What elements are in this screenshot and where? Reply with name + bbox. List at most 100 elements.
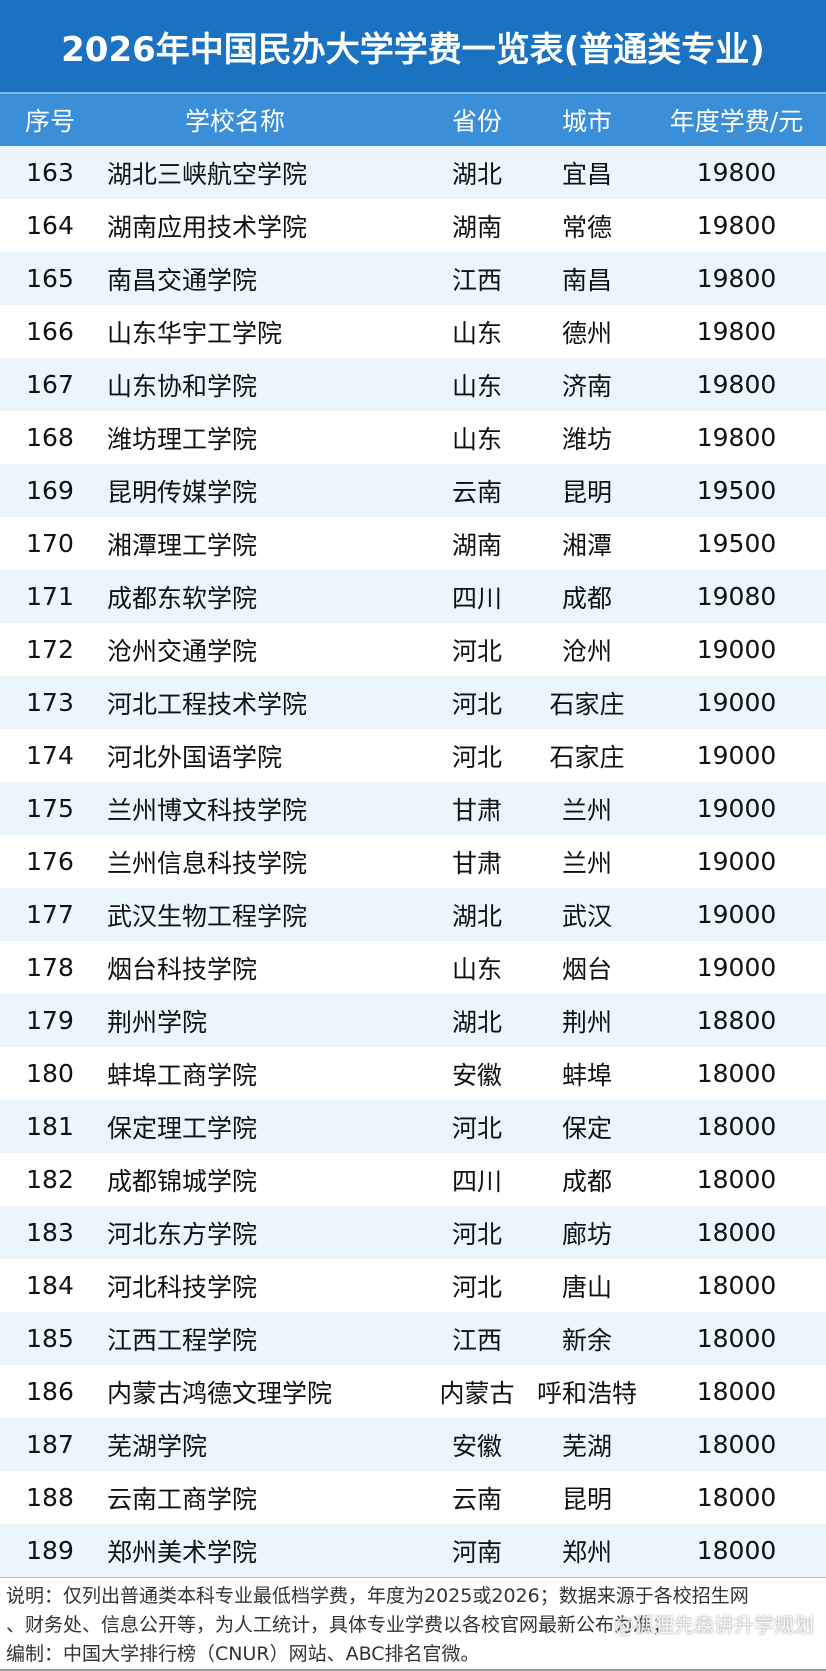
cell-city: 郑州 [561, 1537, 612, 1567]
cell-city: 济南 [561, 371, 612, 401]
footnote-line: 、财务处、信息公开等，为人工统计，具体专业学费以各校官网最新公布为准； [6, 1614, 672, 1636]
cell-city: 保定 [561, 1113, 612, 1143]
cell-province: 安徽 [451, 1060, 502, 1090]
cell-city: 兰州 [561, 795, 612, 825]
table-row: 176 兰州信息科技学院 甘肃 兰州 19000 [0, 835, 826, 888]
cell-school: 蚌埠工商学院 [107, 1060, 258, 1090]
cell-school: 河北科技学院 [107, 1272, 258, 1302]
cell-province: 安徽 [451, 1431, 502, 1461]
footnote-line: 说明：仅列出普通类本科专业最低档学费，年度为2025或2026；数据来源于各校招… [6, 1585, 749, 1607]
cell-fee: 18000 [696, 1483, 777, 1512]
cell-fee: 19000 [696, 635, 777, 664]
cell-city: 成都 [561, 583, 612, 613]
cell-fee: 19000 [696, 741, 777, 770]
cell-school: 湖南应用技术学院 [107, 212, 308, 242]
cell-school: 烟台科技学院 [107, 954, 258, 984]
table-row: 168 潍坊理工学院 山东 潍坊 19800 [0, 411, 826, 464]
cell-index: 186 [26, 1377, 74, 1406]
table-row: 172 沧州交通学院 河北 沧州 19000 [0, 623, 826, 676]
cell-city: 昆明 [561, 1484, 612, 1514]
cell-school: 山东协和学院 [107, 371, 258, 401]
header-index: 序号 [24, 107, 75, 136]
table-row: 166 山东华宇工学院 山东 德州 19800 [0, 305, 826, 358]
cell-index: 183 [26, 1218, 74, 1247]
cell-province: 江西 [451, 265, 502, 295]
table-row: 173 河北工程技术学院 河北 石家庄 19000 [0, 676, 826, 729]
cell-school: 昆明传媒学院 [107, 477, 258, 507]
cell-school: 武汉生物工程学院 [107, 901, 308, 931]
table-row: 178 烟台科技学院 山东 烟台 19000 [0, 941, 826, 994]
cell-city: 德州 [561, 318, 612, 348]
cell-city: 芜湖 [561, 1431, 612, 1461]
cell-province: 河北 [451, 742, 502, 772]
table-row: 181 保定理工学院 河北 保定 18000 [0, 1100, 826, 1153]
cell-school: 成都东软学院 [107, 583, 258, 613]
cell-province: 湖北 [451, 1007, 502, 1037]
cell-fee: 19000 [696, 847, 777, 876]
cell-index: 166 [26, 317, 74, 346]
cell-fee: 19000 [696, 953, 777, 982]
cell-province: 江西 [451, 1325, 502, 1355]
cell-city: 湘潭 [561, 530, 612, 560]
header-fee: 年度学费/元 [669, 107, 804, 136]
cell-index: 170 [26, 529, 74, 558]
cell-index: 171 [26, 582, 74, 611]
cell-school: 成都锦城学院 [107, 1166, 258, 1196]
cell-province: 山东 [451, 954, 502, 984]
cell-school: 保定理工学院 [107, 1113, 258, 1143]
cell-province: 山东 [451, 371, 502, 401]
table-row: 164 湖南应用技术学院 湖南 常德 19800 [0, 199, 826, 252]
table-row: 169 昆明传媒学院 云南 昆明 19500 [0, 464, 826, 517]
cell-fee: 19800 [696, 211, 777, 240]
table-row: 179 荆州学院 湖北 荆州 18800 [0, 994, 826, 1047]
cell-city: 荆州 [561, 1007, 612, 1037]
cell-fee: 18000 [696, 1059, 777, 1088]
cell-index: 187 [26, 1430, 74, 1459]
cell-fee: 19000 [696, 900, 777, 929]
cell-city: 常德 [561, 212, 612, 242]
cell-index: 176 [26, 847, 74, 876]
cell-province: 湖北 [451, 159, 502, 189]
cell-school: 云南工商学院 [107, 1484, 258, 1514]
cell-school: 兰州信息科技学院 [107, 848, 308, 878]
cell-school: 兰州博文科技学院 [107, 795, 308, 825]
cell-fee: 19800 [696, 317, 777, 346]
table-row: 182 成都锦城学院 四川 成都 18000 [0, 1153, 826, 1206]
cell-province: 湖南 [451, 212, 502, 242]
cell-fee: 19500 [696, 476, 777, 505]
table-row: 189 郑州美术学院 河南 郑州 18000 [0, 1524, 826, 1577]
cell-province: 甘肃 [451, 795, 502, 825]
cell-index: 182 [26, 1165, 74, 1194]
cell-city: 武汉 [561, 901, 612, 931]
cell-school: 南昌交通学院 [107, 265, 258, 295]
cell-city: 石家庄 [549, 689, 625, 719]
header-school: 学校名称 [184, 107, 285, 136]
table-row: 184 河北科技学院 河北 唐山 18000 [0, 1259, 826, 1312]
cell-index: 163 [26, 158, 74, 187]
cell-school: 河北工程技术学院 [107, 689, 308, 719]
cell-city: 成都 [561, 1166, 612, 1196]
cell-province: 山东 [451, 318, 502, 348]
cell-school: 河北东方学院 [107, 1219, 258, 1249]
cell-province: 湖南 [451, 530, 502, 560]
cell-city: 昆明 [561, 477, 612, 507]
cell-fee: 19800 [696, 423, 777, 452]
cell-province: 河北 [451, 1113, 502, 1143]
cell-index: 177 [26, 900, 74, 929]
table-row: 183 河北东方学院 河北 廊坊 18000 [0, 1206, 826, 1259]
cell-index: 173 [26, 688, 74, 717]
table-row: 185 江西工程学院 江西 新余 18000 [0, 1312, 826, 1365]
header-province: 省份 [451, 107, 502, 136]
cell-fee: 19800 [696, 264, 777, 293]
cell-school: 河北外国语学院 [107, 742, 283, 772]
cell-index: 184 [26, 1271, 74, 1300]
cell-school: 湖北三峡航空学院 [107, 159, 308, 189]
table-row: 171 成都东软学院 四川 成都 19080 [0, 570, 826, 623]
cell-fee: 18000 [696, 1536, 777, 1565]
cell-fee: 18000 [696, 1271, 777, 1300]
table-header: 序号 学校名称 省份 城市 年度学费/元 [0, 94, 826, 146]
table-body: 163 湖北三峡航空学院 湖北 宜昌 19800 164 湖南应用技术学院 湖南 常德 19800… [0, 146, 826, 1577]
cell-fee: 18000 [696, 1112, 777, 1141]
cell-index: 164 [26, 211, 74, 240]
cell-index: 167 [26, 370, 74, 399]
